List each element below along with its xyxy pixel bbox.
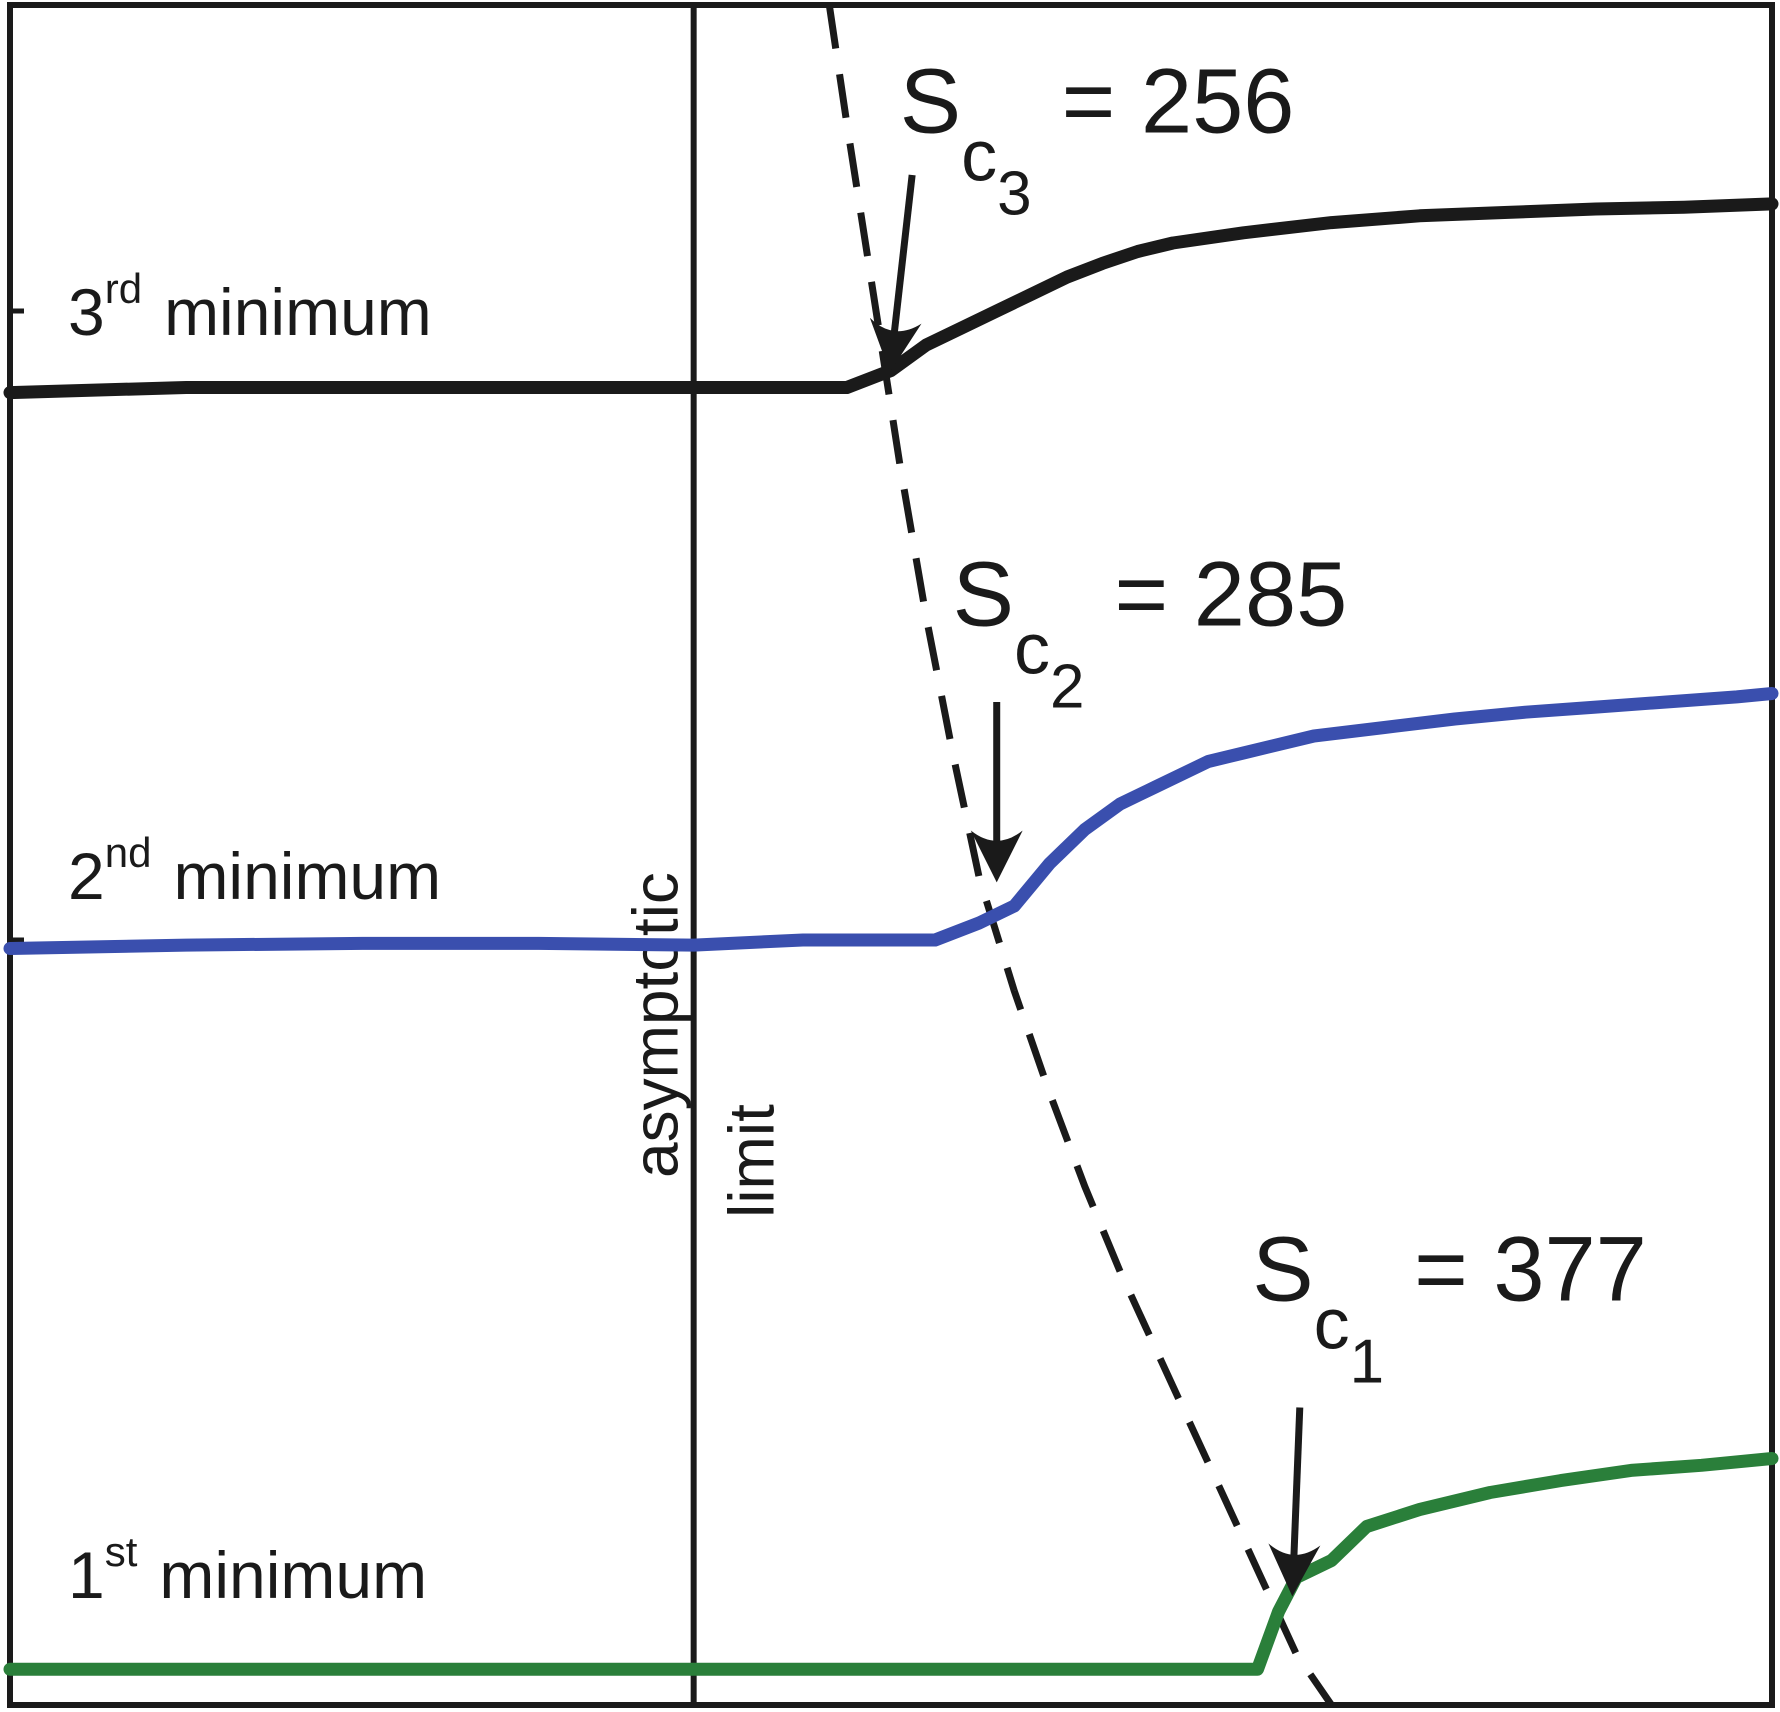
- minimum-labels: 3rd minimum 2nd minimum 1st minimum: [68, 265, 441, 1612]
- asymptotic-limit: asymptotic limit: [620, 5, 788, 1705]
- minimum-label-third: 3rd minimum: [68, 265, 432, 349]
- critical-arrow-third: [869, 174, 922, 373]
- critical-annotations: Sc3= 256 Sc2= 285 Sc1= 377: [869, 51, 1647, 1597]
- critical-value-third: Sc3= 256: [900, 51, 1295, 229]
- minimum-label-first: 1st minimum: [68, 1528, 427, 1612]
- critical-value-second: Sc2= 285: [953, 544, 1348, 722]
- minimum-label-second: 2nd minimum: [68, 829, 441, 913]
- critical-arrow-first: [1268, 1407, 1321, 1597]
- series-line-third: [3, 197, 1779, 400]
- plot-frame: [7, 2, 1775, 1708]
- asymptotic-label: asymptotic: [620, 872, 692, 1178]
- critical-annotation-first: Sc1= 377: [1252, 1218, 1647, 1597]
- critical-value-first: Sc1= 377: [1252, 1218, 1647, 1396]
- series-line-second: [3, 687, 1779, 955]
- critical-annotation-third: Sc3= 256: [869, 51, 1295, 373]
- limit-label: limit: [716, 1104, 788, 1218]
- critical-annotation-second: Sc2= 285: [953, 544, 1348, 883]
